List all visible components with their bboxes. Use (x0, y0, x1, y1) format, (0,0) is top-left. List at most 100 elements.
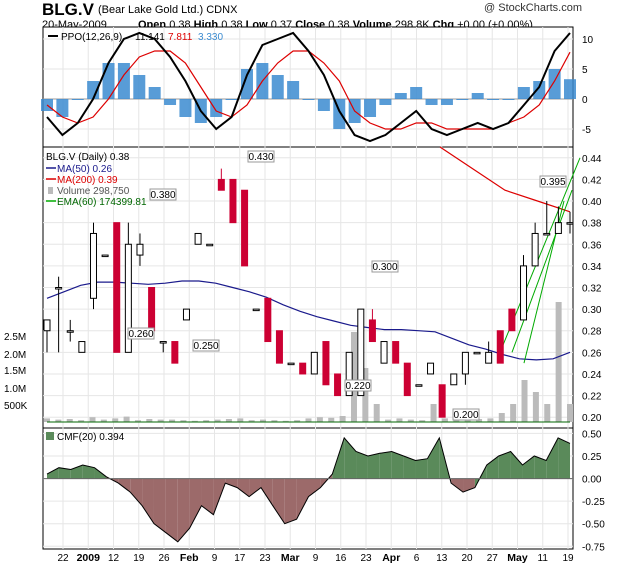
cmf-area-segment (356, 451, 368, 479)
volume-bar (203, 420, 210, 422)
cmf-area-segment (510, 451, 523, 479)
price-callout-box (452, 408, 480, 421)
ppo-legend: PPO(12,26,9) 11.141 7.811 3.330 (48, 32, 223, 43)
ppo-histogram-bar (425, 99, 438, 105)
price-tick-label: 0.24 (582, 370, 602, 381)
price-callout-box (149, 188, 177, 201)
volume-bar (407, 419, 414, 422)
price-callout: 0.395 (539, 175, 567, 188)
price-callout-label: 0.260 (128, 329, 153, 340)
ppo-tick-label: -5 (582, 125, 591, 136)
x-tick-label: 9 (212, 553, 218, 564)
x-tick-label: 23 (360, 553, 372, 564)
cmf-tick-label: -0.50 (582, 520, 605, 531)
ppo-line (46, 31, 571, 143)
price-legend-title: BLG.V (Daily) 0.38 (46, 152, 130, 163)
volume-bar (294, 420, 301, 422)
volume-bar (44, 418, 50, 422)
x-tick-label: May (507, 552, 528, 564)
candle-body (171, 341, 179, 364)
candle-body (357, 308, 365, 397)
candle-body (508, 308, 516, 332)
volume-bar (112, 418, 119, 422)
volume-bar (350, 332, 357, 422)
price-callout: 0.380 (149, 188, 177, 201)
copyright: @ StockCharts.com (484, 2, 582, 14)
volume-bar (169, 419, 176, 422)
candle-body (450, 373, 458, 386)
cmf-area-segment (427, 437, 440, 479)
cmf-area-segment (237, 478, 250, 497)
cmf-area-segment (201, 478, 214, 515)
cmf-area-segment (165, 478, 178, 542)
x-tick-label: 9 (313, 553, 319, 564)
x-tick-label: 20 (461, 553, 473, 564)
cmf-area-segment (58, 467, 71, 479)
ppo-histogram-bar (164, 99, 177, 105)
ppo-histogram-bar (133, 75, 146, 99)
price-callout-label: 0.250 (193, 341, 218, 352)
volume-bar (100, 419, 107, 422)
price-callout-label: 0.380 (150, 190, 175, 201)
candle-body (415, 384, 423, 387)
candle-body (182, 308, 190, 321)
candle-body (43, 319, 51, 332)
price-tick-label: 0.36 (582, 240, 602, 251)
ppo-histogram-bar (148, 87, 161, 99)
price-callout: 0.300 (371, 260, 399, 273)
volume-bar (464, 419, 471, 422)
cmf-area-segment (391, 451, 404, 479)
cmf-legend-text: CMF(20) 0.394 (57, 432, 125, 443)
x-tick-label: 2009 (77, 552, 101, 564)
candle-body (55, 287, 63, 290)
price-tick-label: 0.38 (582, 219, 602, 230)
cmf-area-segment (415, 458, 428, 479)
ma200-line (439, 146, 571, 213)
cmf-area-segment (308, 478, 321, 497)
candle-body (566, 222, 574, 225)
cmf-tick-label: -0.25 (582, 497, 605, 508)
ppo-histogram-bar (440, 99, 453, 105)
x-tick-label: Mar (281, 552, 300, 564)
x-tick-label: 27 (487, 553, 499, 564)
price-tick-label: 0.40 (582, 197, 602, 208)
candle-body (322, 341, 330, 386)
volume-bar (396, 418, 403, 422)
price-tick-label: 0.22 (582, 392, 602, 403)
x-tick-label: 26 (158, 553, 170, 564)
price-tick-label: 0.30 (582, 305, 602, 316)
cmf-area-segment (534, 455, 547, 479)
candle-body (136, 243, 144, 256)
candle-body (148, 287, 156, 332)
ppo-tick-label: 10 (582, 35, 594, 46)
candle-body (345, 351, 353, 397)
candle-body (194, 232, 202, 245)
volume-bar (305, 418, 312, 422)
cmf-tick-label: 0.25 (582, 452, 602, 463)
ppo-histogram-bar (317, 99, 330, 111)
price-callout: 0.200 (452, 408, 480, 421)
x-tick-label: Apr (382, 552, 400, 564)
ppo-histogram-bar (471, 93, 484, 99)
candle-body (461, 351, 469, 375)
candle-body (427, 362, 435, 375)
candle-body (299, 362, 307, 375)
x-tick-label: 22 (57, 553, 69, 564)
volume-bar (191, 420, 198, 422)
volume-bar (532, 392, 539, 422)
price-callout-box (127, 327, 155, 340)
candle-body (124, 243, 132, 353)
price-tick-label: 0.32 (582, 284, 602, 295)
cmf-area-segment (142, 478, 154, 524)
volume-bar (248, 420, 255, 422)
candle-body (229, 178, 237, 224)
cmf-area-segment (367, 453, 380, 479)
ppo-histogram-bar (333, 99, 346, 129)
price-tick-label: 0.34 (582, 262, 602, 273)
ppo-histogram-bar (225, 99, 238, 100)
ma50-line (46, 280, 571, 361)
ppo-histogram-bar (271, 75, 284, 99)
candle-body (496, 330, 504, 364)
candle-body (380, 341, 388, 364)
ppo-histogram-bar (287, 81, 300, 99)
